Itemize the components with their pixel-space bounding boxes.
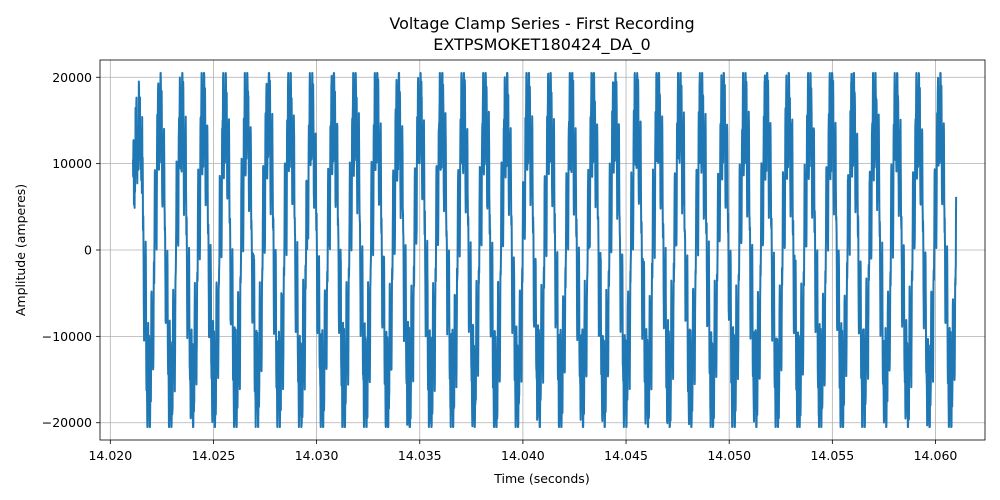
y-tick-label: −10000	[42, 329, 92, 344]
x-tick-label: 14.050	[707, 448, 751, 463]
y-tick-label: 10000	[52, 156, 92, 171]
x-tick-label: 14.030	[295, 448, 339, 463]
x-tick-label: 14.060	[914, 448, 958, 463]
y-tick-label: −20000	[42, 415, 92, 430]
x-tick-label: 14.035	[398, 448, 442, 463]
x-tick-label: 14.025	[192, 448, 236, 463]
x-tick-label: 14.020	[88, 448, 132, 463]
y-tick-label: 0	[84, 243, 92, 258]
x-tick-label: 14.040	[501, 448, 545, 463]
x-axis-label: Time (seconds)	[493, 471, 589, 486]
x-tick-label: 14.055	[810, 448, 854, 463]
y-axis-label: Amplitude (amperes)	[13, 184, 28, 316]
series-layer	[132, 71, 958, 429]
chart-subtitle: EXTPSMOKET180424_DA_0	[433, 35, 650, 55]
ticks: 14.020 14.025 14.030 14.035 14.040 14.045 14.0…	[42, 70, 958, 463]
chart-title: Voltage Clamp Series - First Recording	[389, 14, 694, 33]
series-line	[132, 71, 958, 429]
y-tick-label: 20000	[52, 70, 92, 85]
x-tick-label: 14.045	[604, 448, 648, 463]
